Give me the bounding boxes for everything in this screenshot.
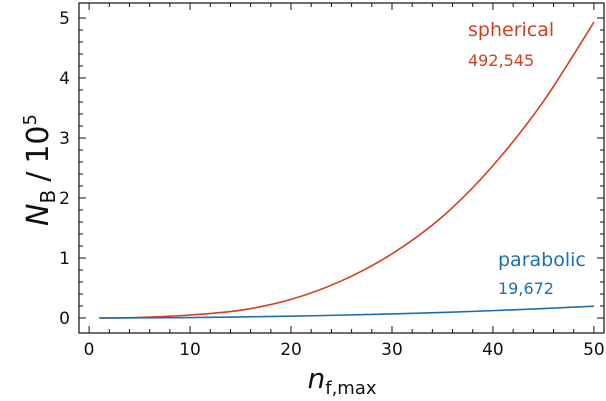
series-value-spherical: 492,545 bbox=[468, 51, 534, 70]
x-tick-label: 20 bbox=[280, 340, 302, 360]
y-tick-label: 0 bbox=[59, 309, 70, 329]
y-axis-title-exp: 5 bbox=[20, 114, 41, 125]
x-axis-title: nf,max bbox=[307, 362, 376, 399]
y-axis-title-main: N bbox=[21, 204, 56, 226]
x-axis-title-sub: f,max bbox=[325, 378, 377, 399]
series-label-spherical: spherical bbox=[468, 19, 554, 41]
x-tick-label: 30 bbox=[381, 340, 403, 360]
annotations: spherical 492,545 parabolic 19,672 bbox=[468, 19, 586, 298]
y-tick-label: 3 bbox=[59, 129, 70, 149]
x-tick-label: 10 bbox=[179, 340, 201, 360]
y-tick-label: 1 bbox=[59, 249, 70, 269]
y-axis-title-base: 10 bbox=[21, 125, 56, 163]
y-axis-title: NB / 105 bbox=[20, 114, 60, 226]
plot-area bbox=[78, 2, 605, 334]
y-tick-label: 4 bbox=[59, 69, 70, 89]
x-tick-label: 50 bbox=[583, 340, 605, 360]
y-axis-title-divider: / bbox=[21, 171, 56, 182]
series-value-parabolic: 19,672 bbox=[498, 279, 554, 298]
y-tick-label: 2 bbox=[59, 189, 70, 209]
x-tick-label: 0 bbox=[84, 340, 95, 360]
series-layer bbox=[99, 21, 595, 319]
axes: 0 10 20 30 40 50 0 1 2 3 4 5 bbox=[59, 3, 605, 360]
series-line-parabolic bbox=[99, 305, 594, 319]
series-label-parabolic: parabolic bbox=[498, 249, 586, 271]
x-axis-title-main: n bbox=[307, 362, 325, 395]
plot-frame bbox=[78, 2, 605, 334]
y-axis-title-sub: B bbox=[36, 190, 60, 204]
y-tick-label: 5 bbox=[59, 9, 70, 29]
x-tick-label: 40 bbox=[482, 340, 504, 360]
series-line-spherical bbox=[99, 21, 595, 319]
